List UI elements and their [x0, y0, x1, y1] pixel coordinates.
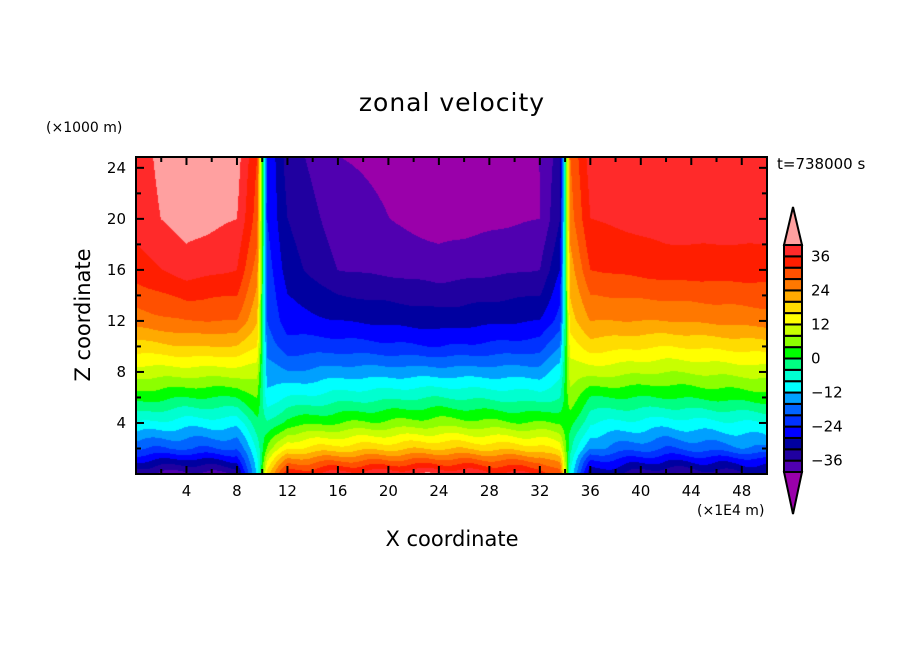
y-tick-label: 24 — [107, 159, 126, 177]
plot-frame — [135, 156, 768, 475]
y-tick-label: 20 — [107, 210, 126, 228]
x-tick-label: 20 — [379, 482, 398, 500]
x-tick-label: 28 — [480, 482, 499, 500]
x-tick-label: 12 — [278, 482, 297, 500]
colorbar-box — [783, 300, 803, 315]
x-tick-label: 32 — [530, 482, 549, 500]
x-tick-label: 16 — [328, 482, 347, 500]
y-tick-label: 4 — [116, 414, 126, 432]
y-tick-label: 12 — [107, 312, 126, 330]
colorbar-lower-extension — [782, 471, 804, 515]
x-tick-label: 4 — [182, 482, 192, 500]
colorbar-box — [783, 266, 803, 281]
x-tick-label: 36 — [581, 482, 600, 500]
colorbar-box — [783, 391, 803, 405]
time-annotation: t=738000 s — [777, 155, 866, 173]
colorbar-label: −24 — [811, 418, 843, 436]
colorbar-box — [783, 255, 803, 269]
y-tick-label: 16 — [107, 261, 126, 279]
colorbar-box — [783, 368, 803, 383]
colorbar-box — [783, 323, 803, 337]
x-tick-label: 24 — [429, 482, 448, 500]
colorbar-label: 24 — [811, 281, 830, 299]
x-axis-label: X coordinate — [385, 527, 519, 551]
colorbar-label: 0 — [811, 350, 821, 368]
colorbar-label: 36 — [811, 247, 830, 265]
colorbar-box — [783, 244, 803, 258]
colorbar-box — [783, 402, 803, 417]
x-tick-label: 48 — [732, 482, 751, 500]
y-axis-unit: (×1000 m) — [46, 120, 123, 136]
x-tick-label: 44 — [682, 482, 701, 500]
colorbar-box — [783, 278, 803, 292]
x-axis-unit: (×1E4 m) — [697, 503, 765, 519]
contour-field — [136, 157, 767, 474]
colorbar-upper-extension — [782, 206, 804, 246]
colorbar-box — [783, 380, 803, 394]
colorbar-box — [783, 414, 803, 428]
colorbar-box — [783, 346, 803, 360]
colorbar-box — [783, 312, 803, 326]
y-tick-label: 8 — [116, 363, 126, 381]
colorbar-box — [783, 448, 803, 462]
x-tick-label: 8 — [232, 482, 242, 500]
colorbar-box — [783, 436, 803, 451]
colorbar-box — [783, 459, 803, 473]
x-tick-label: 40 — [631, 482, 650, 500]
colorbar-box — [783, 357, 803, 371]
colorbar-box — [783, 334, 803, 349]
colorbar-box — [783, 289, 803, 303]
colorbar-label: −36 — [811, 452, 843, 470]
colorbar-label: 12 — [811, 315, 830, 333]
chart-title: zonal velocity — [358, 88, 546, 117]
colorbar-label: −12 — [811, 384, 843, 402]
colorbar-box — [783, 425, 803, 439]
